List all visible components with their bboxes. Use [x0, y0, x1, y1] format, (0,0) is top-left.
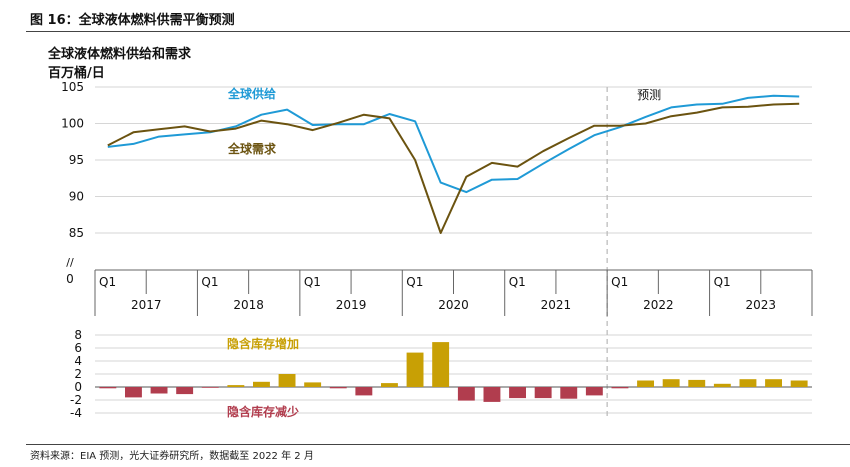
quarter-label: Q1 [406, 275, 423, 289]
quarter-label: Q1 [611, 275, 628, 289]
bar-y-tick-label: 6 [74, 341, 82, 355]
axes: 105 100 95 90 85 // 0 Q1 2017 Q1 2018 Q1 2019 Q1 2020 Q… [61, 80, 813, 420]
y-tick-label: 100 [61, 117, 84, 131]
quarter-label: Q1 [714, 275, 731, 289]
inventory-bar [662, 379, 680, 387]
bar-y-tick-label: 2 [74, 367, 82, 381]
forecast-region: 预测 [606, 87, 661, 416]
inventory-decrease-label: 隐含库存减少 [227, 404, 299, 419]
inventory-bar [278, 374, 296, 387]
inventory-bar [765, 379, 782, 387]
bar-y-tick-label: -4 [70, 406, 82, 420]
year-label: 2020 [438, 298, 469, 312]
y-tick-label: 95 [69, 153, 84, 167]
inventory-bar [99, 387, 117, 389]
bottom-divider [26, 444, 850, 445]
inventory-bar [253, 381, 270, 387]
inventory-bar [688, 379, 706, 387]
inventory-bar [611, 387, 629, 389]
year-label: 2019 [336, 298, 367, 312]
inventory-bar [637, 380, 654, 387]
y-axis-unit-label: 百万桶/日 [48, 65, 105, 81]
y-tick-label: 85 [69, 226, 84, 240]
inventory-bar [432, 342, 450, 387]
inventory-bar [355, 387, 373, 396]
bar-y-tick-label: -2 [70, 393, 82, 407]
source-note: 资料来源：EIA 预测，光大证券研究所，数据截至 2022 年 2 月 [30, 451, 314, 462]
inventory-bar [201, 387, 219, 388]
y-tick-label: 105 [61, 80, 84, 94]
inventory-bar [585, 387, 603, 396]
inventory-bar [227, 385, 245, 387]
inventory-bar [534, 387, 552, 399]
inventory-bar [739, 379, 757, 387]
bar-y-tick-label: 4 [74, 354, 82, 368]
supply-series-label: 全球供给 [227, 86, 276, 101]
series-line-supply [107, 94, 800, 194]
top-divider [26, 31, 850, 32]
inventory-bar [176, 387, 194, 395]
quarter-label: Q1 [99, 275, 116, 289]
year-label: 2022 [643, 298, 674, 312]
bar-y-tick-label: 8 [74, 328, 82, 342]
inventory-bar [790, 380, 808, 387]
inventory-bar [381, 383, 398, 387]
inventory-bar [457, 387, 475, 401]
demand-series-label: 全球需求 [227, 141, 277, 156]
figure-title: 图 16：全球液体燃料供需平衡预测 [30, 13, 235, 28]
quarter-label: Q1 [201, 275, 218, 289]
year-label: 2021 [541, 298, 572, 312]
inventory-bar [150, 387, 168, 394]
forecast-label: 预测 [637, 88, 661, 102]
quarter-label: Q1 [509, 275, 526, 289]
zero-tick-label: 0 [66, 272, 74, 286]
year-label: 2023 [746, 298, 777, 312]
inventory-bar [125, 387, 142, 398]
inventory-bar [329, 387, 347, 389]
gridlines [95, 86, 812, 414]
quarter-label: Q1 [304, 275, 321, 289]
inventory-bar [304, 382, 322, 387]
inventory-bars [99, 342, 808, 402]
inventory-increase-label: 隐含库存增加 [227, 336, 299, 351]
series-line-demand [107, 102, 800, 234]
bar-y-tick-label: 0 [74, 380, 82, 394]
inventory-bar [406, 352, 424, 387]
series-lines [107, 94, 800, 234]
year-label: 2018 [233, 298, 264, 312]
inventory-bar [509, 387, 526, 399]
year-label: 2017 [131, 298, 162, 312]
inventory-bar [713, 383, 731, 388]
inventory-bar [560, 387, 578, 399]
y-tick-label: 90 [69, 190, 84, 204]
inventory-bar [483, 387, 501, 402]
chart-title: 全球液体燃料供给和需求 [47, 46, 192, 62]
axis-break-label: // [66, 256, 74, 269]
